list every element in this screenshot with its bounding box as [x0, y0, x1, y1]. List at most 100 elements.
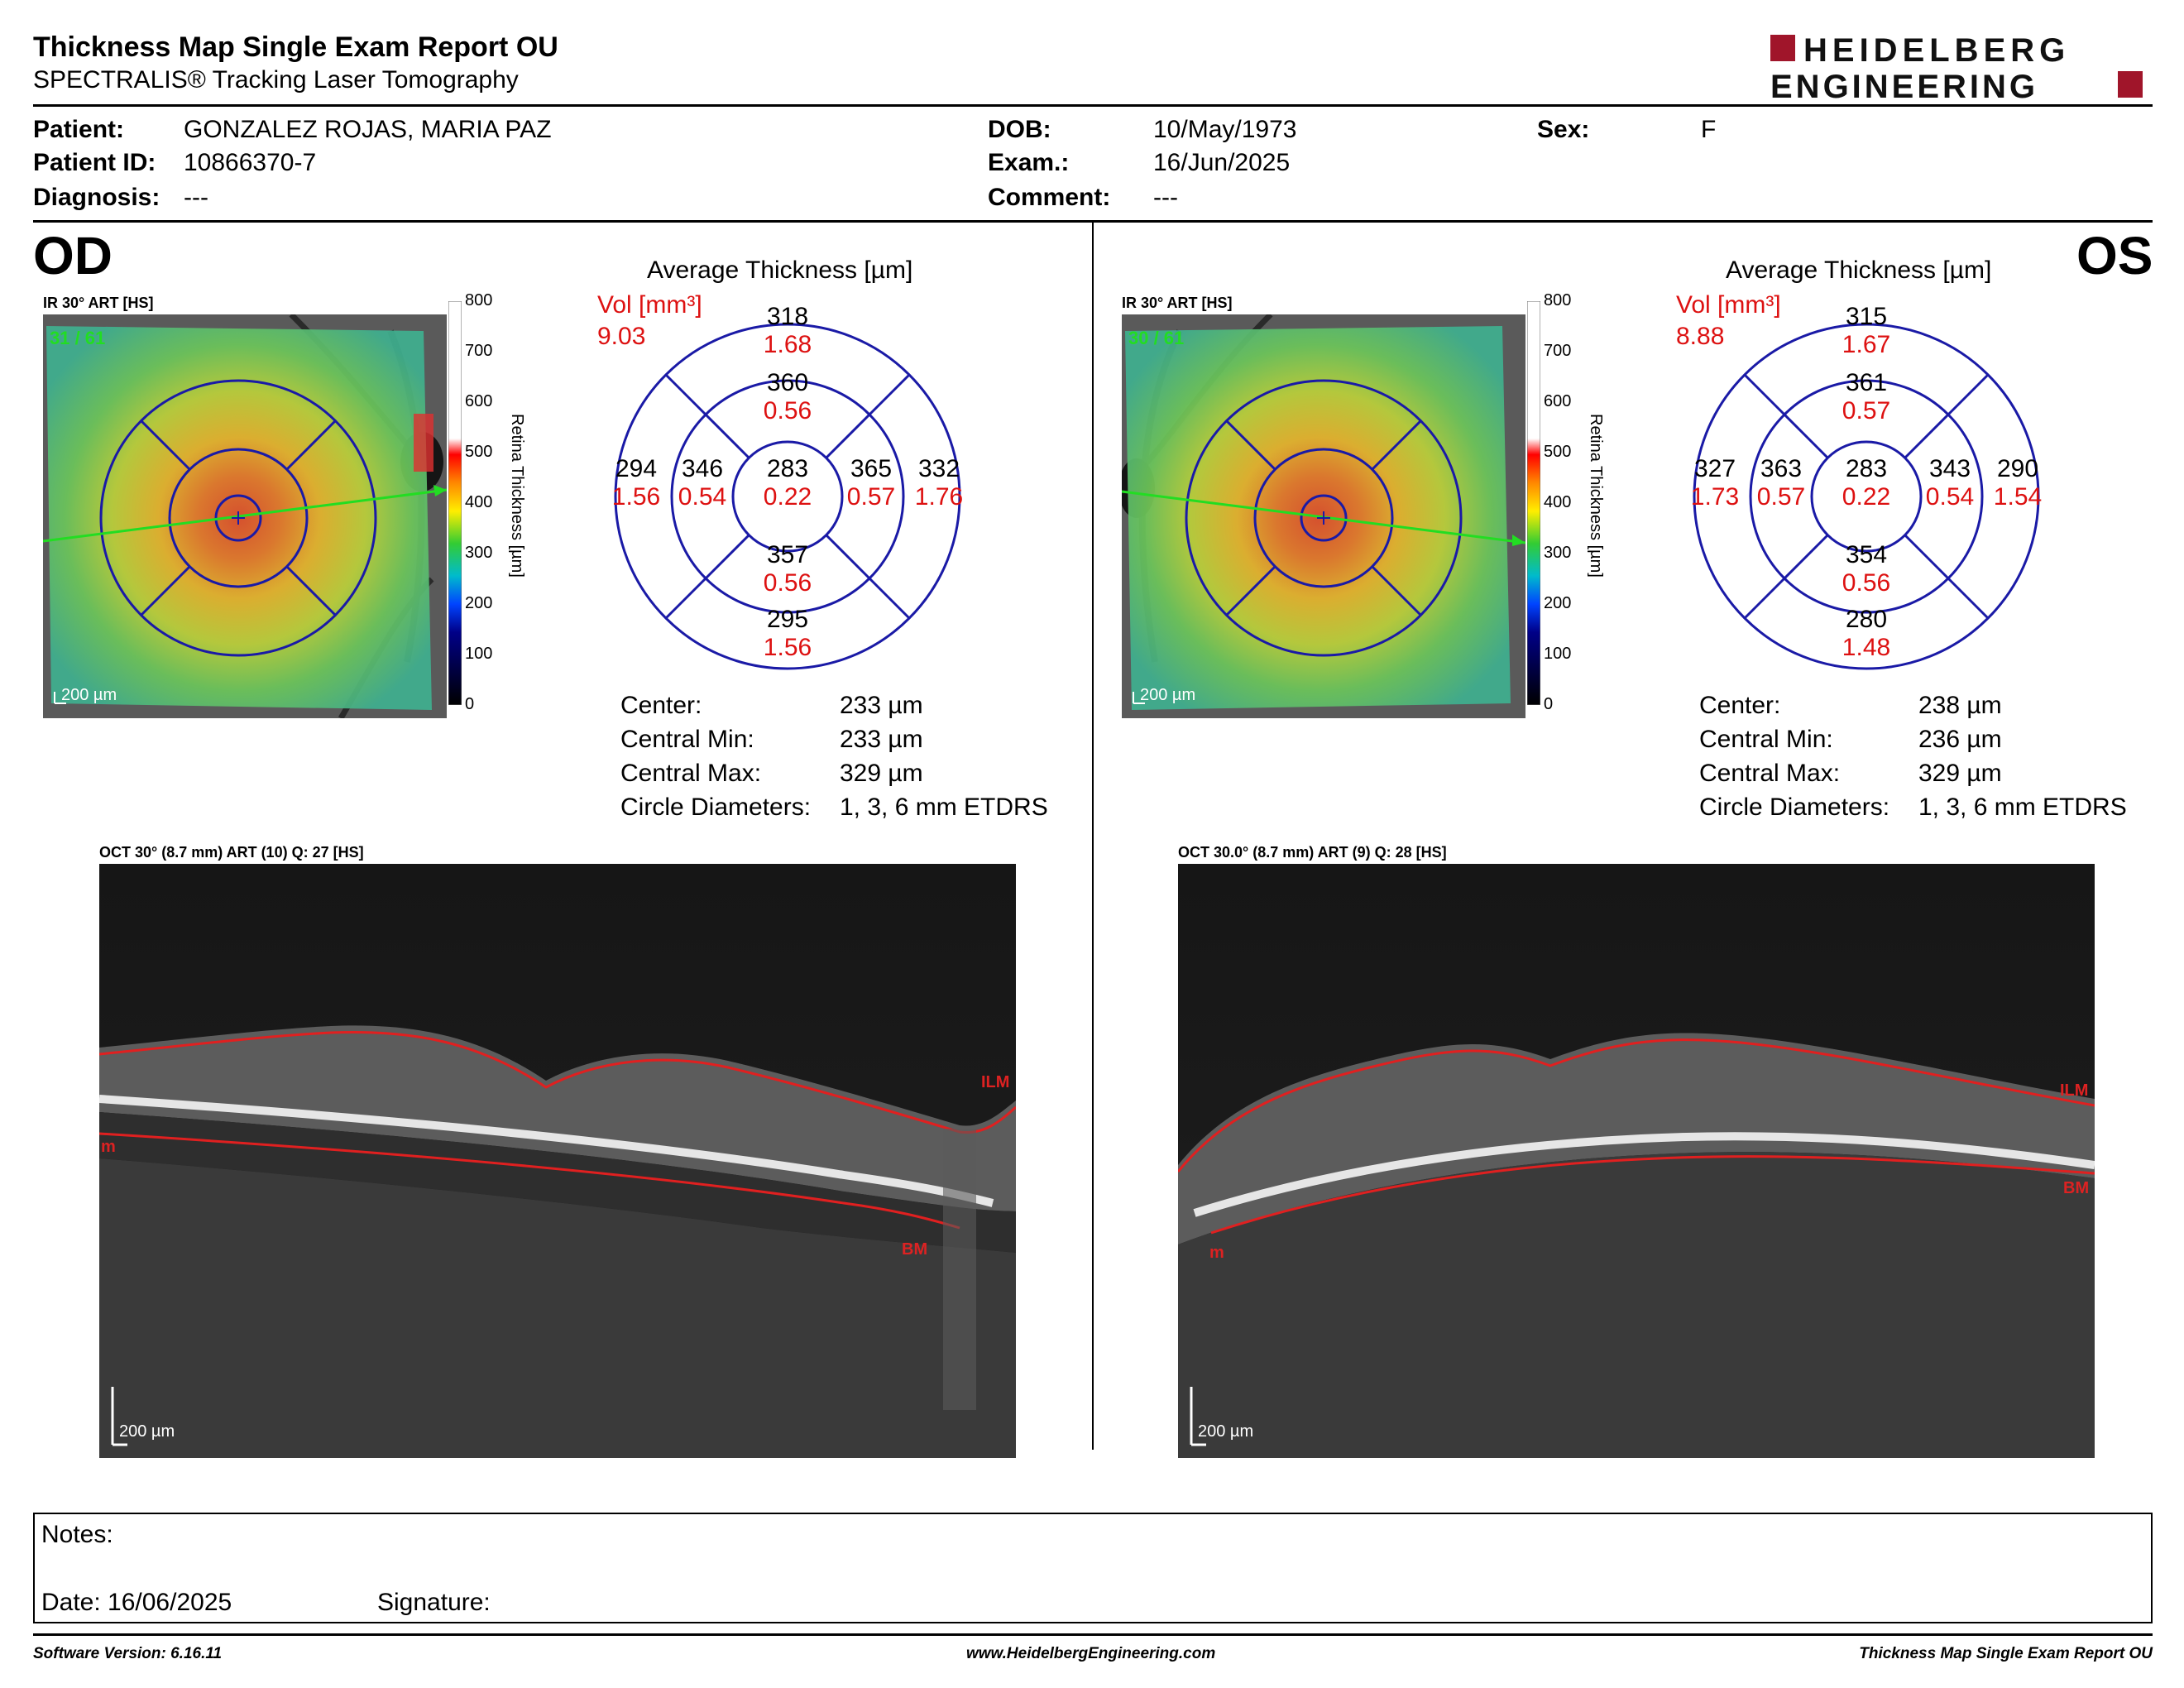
os-min-value: 236 µm: [1918, 726, 2002, 753]
os-inner-right-thickness: 343: [1928, 455, 1971, 482]
heidelberg-logo: HEIDELBERG ENGINEERING: [1770, 30, 2151, 105]
os-vol-label: Vol [mm³]: [1676, 291, 1781, 319]
od-center-thickness: 283: [766, 455, 809, 482]
scale-tick: 0: [465, 695, 475, 713]
notes-box[interactable]: Notes: Date: 16/06/2025 Signature:: [33, 1513, 2153, 1623]
os-inner-inf-volume: 0.56: [1842, 569, 1891, 597]
os-diam-value: 1, 3, 6 mm ETDRS: [1918, 794, 2127, 821]
od-diam-value: 1, 3, 6 mm ETDRS: [840, 794, 1048, 821]
od-fundus-counter: 31 / 61: [50, 328, 105, 348]
od-center-label: Center:: [620, 692, 702, 719]
scale-tick: 400: [465, 493, 493, 511]
exam-label: Exam.:: [988, 149, 1070, 176]
os-vol-total: 8.88: [1676, 323, 1725, 350]
scale-tick: 800: [465, 291, 493, 309]
logo-line2: ENGINEERING: [1770, 69, 2038, 103]
date-label: Date: 16/06/2025: [41, 1589, 232, 1616]
os-diam-label: Circle Diameters:: [1699, 794, 1890, 821]
scale-tick: 700: [465, 342, 493, 360]
od-fundus-label: IR 30° ART [HS]: [43, 295, 154, 311]
od-min-value: 233 µm: [840, 726, 923, 753]
scale-tick: 200: [1544, 594, 1572, 612]
os-outer-inf-volume: 1.48: [1842, 634, 1891, 661]
os-fundus-scalebar: 200 µm: [1140, 686, 1195, 704]
os-sector-values: 315 1.67 361 0.57 283 0.22 354 0.56 280 1.48 …: [1668, 298, 2065, 695]
os-center-value: 238 µm: [1918, 692, 2002, 719]
od-center-volume: 0.22: [763, 483, 812, 511]
od-outer-inf-volume: 1.56: [763, 634, 812, 661]
od-max-value: 329 µm: [840, 760, 923, 787]
od-ilm-label: ILM: [981, 1073, 1009, 1091]
od-outer-sup-volume: 1.68: [763, 331, 812, 358]
os-inner-left-thickness: 363: [1760, 455, 1803, 482]
os-fundus-counter: 30 / 61: [1128, 328, 1184, 348]
report-title: Thickness Map Single Exam Report OU: [33, 31, 558, 63]
od-m-label: m: [101, 1138, 116, 1156]
os-m-label: m: [1209, 1244, 1224, 1262]
os-eye-label: OS: [2076, 226, 2153, 285]
os-center-thickness: 283: [1845, 455, 1888, 482]
od-eye-label: OD: [33, 226, 113, 285]
os-fundus-label: IR 30° ART [HS]: [1122, 295, 1233, 311]
os-inner-right-volume: 0.54: [1925, 483, 1975, 511]
od-max-label: Central Max:: [620, 760, 762, 787]
sex-value: F: [1701, 116, 1717, 143]
scale-tick: 800: [1544, 291, 1572, 309]
os-outer-sup-volume: 1.67: [1842, 331, 1891, 358]
od-outer-sup-thickness: 318: [766, 303, 809, 330]
od-inner-sup-volume: 0.56: [763, 397, 812, 424]
od-inner-right-thickness: 365: [850, 455, 893, 482]
patient-value: GONZALEZ ROJAS, MARIA PAZ: [184, 116, 552, 143]
od-outer-left-thickness: 294: [615, 455, 658, 482]
patient-label: Patient:: [33, 116, 125, 143]
os-min-label: Central Min:: [1699, 726, 1833, 753]
dob-label: DOB:: [988, 116, 1051, 143]
od-scale-title: Retina Thickness [µm]: [508, 414, 526, 578]
os-ilm-label: ILM: [2060, 1081, 2088, 1100]
dob-value: 10/May/1973: [1153, 116, 1297, 143]
scale-tick: 300: [1544, 544, 1572, 562]
os-outer-left-volume: 1.73: [1690, 483, 1740, 511]
od-etdrs-grid: [589, 298, 986, 695]
scale-tick: 500: [1544, 443, 1572, 461]
scale-tick: 100: [465, 645, 493, 663]
comment-value: ---: [1153, 184, 1178, 211]
od-bm-label: BM: [902, 1240, 927, 1259]
od-sector-values: 318 1.68 360 0.56 283 0.22 357 0.56 295 1.56 …: [589, 298, 986, 695]
od-inner-sup-thickness: 360: [766, 369, 809, 396]
os-scale-ticks: 800 700 600 500 400 300 200 100 0: [1544, 291, 1577, 722]
scale-tick: 200: [465, 594, 493, 612]
signature-label: Signature:: [377, 1589, 491, 1616]
os-inner-inf-thickness: 354: [1845, 541, 1888, 568]
od-center-value: 233 µm: [840, 692, 923, 719]
scale-tick: 700: [1544, 342, 1572, 360]
footer-rule: [33, 1633, 2153, 1636]
scale-tick: 300: [465, 544, 493, 562]
os-inner-sup-thickness: 361: [1845, 369, 1888, 396]
od-inner-left-volume: 0.54: [678, 483, 727, 511]
patient-id-value: 10866370-7: [184, 149, 317, 176]
scale-tick: 0: [1544, 695, 1554, 713]
scale-tick: 400: [1544, 493, 1572, 511]
od-thickness-scale: [448, 300, 462, 706]
os-inner-left-volume: 0.57: [1756, 483, 1806, 511]
od-outer-inf-thickness: 295: [766, 606, 809, 633]
scale-tick: 600: [1544, 392, 1572, 410]
od-diam-label: Circle Diameters:: [620, 794, 812, 821]
os-outer-sup-thickness: 315: [1845, 303, 1888, 330]
os-max-label: Central Max:: [1699, 760, 1841, 787]
od-oct-label: OCT 30° (8.7 mm) ART (10) Q: 27 [HS]: [99, 844, 364, 861]
od-inner-right-volume: 0.57: [846, 483, 896, 511]
os-outer-right-thickness: 290: [1996, 455, 2039, 482]
od-inner-inf-volume: 0.56: [763, 569, 812, 597]
os-oct-scalebar: 200 µm: [1198, 1422, 1253, 1441]
os-outer-right-volume: 1.54: [1993, 483, 2043, 511]
os-outer-left-thickness: 327: [1693, 455, 1736, 482]
od-inner-inf-thickness: 357: [766, 541, 809, 568]
patient-id-label: Patient ID:: [33, 149, 156, 176]
od-oct-scalebar: 200 µm: [119, 1422, 175, 1441]
website-link[interactable]: www.HeidelbergEngineering.com: [966, 1645, 1216, 1662]
software-version: Software Version: 6.16.11: [33, 1645, 223, 1662]
os-max-value: 329 µm: [1918, 760, 2002, 787]
od-scale-ticks: 800 700 600 500 400 300 200 100 0: [465, 291, 498, 722]
